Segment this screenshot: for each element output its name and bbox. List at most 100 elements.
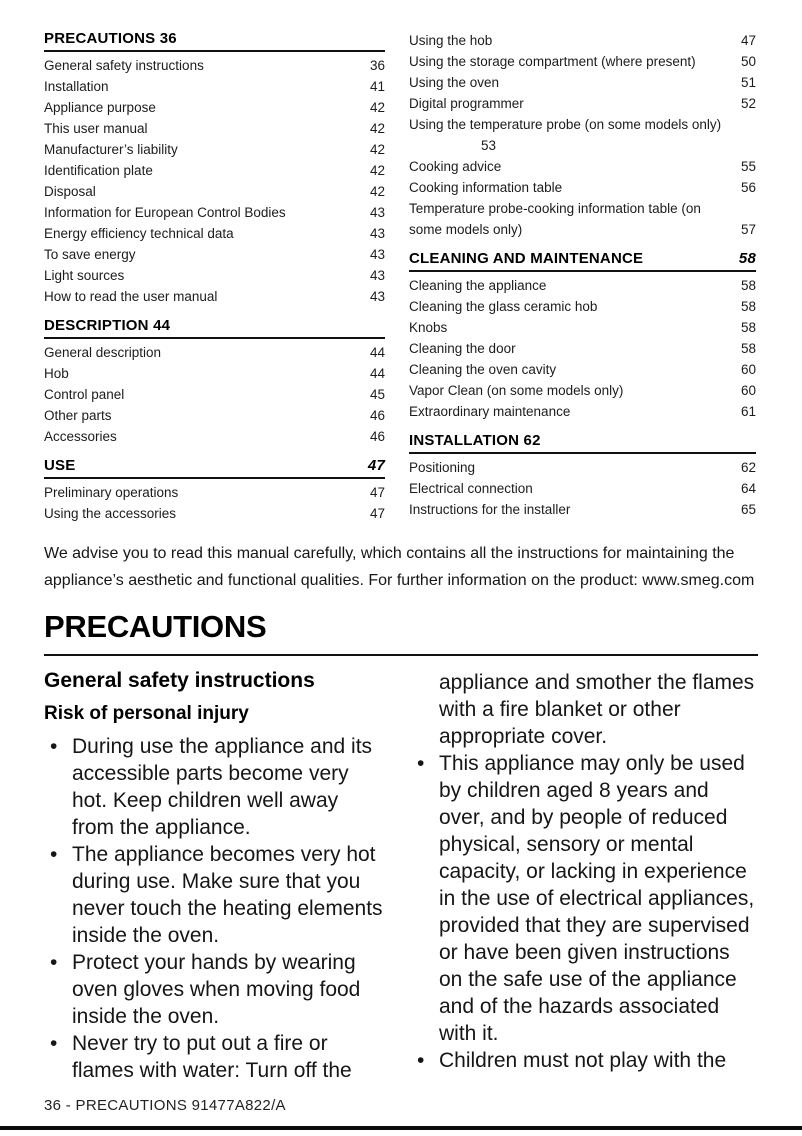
- toc-section-title: INSTALLATION 62: [409, 432, 541, 449]
- toc-entry: Temperature probe-cooking information ta…: [409, 198, 756, 240]
- toc-column-left: PRECAUTIONS 36 General safety instruction…: [44, 30, 385, 524]
- toc-entry-page: 44: [369, 345, 385, 360]
- bullet-item: • Never try to put out a fire or flames w…: [44, 1030, 385, 1084]
- toc-entry: Electrical connection 64: [409, 478, 756, 499]
- toc-section-title: PRECAUTIONS 36: [44, 30, 177, 47]
- bullet-item: • Children must not play with the: [411, 1047, 758, 1074]
- bullet-item: • The appliance becomes very hot during u…: [44, 841, 385, 949]
- bullet-text: During use the appliance and its accessi…: [72, 735, 373, 839]
- toc-entry-label: Positioning: [409, 460, 476, 475]
- toc-entry-label: Knobs: [409, 320, 448, 335]
- bullet-text: The appliance becomes very hot during us…: [72, 843, 383, 947]
- toc-entry: Knobs 58: [409, 317, 756, 338]
- bullet-item: • During use the appliance and its access…: [44, 733, 385, 841]
- toc-section-header: DESCRIPTION 44: [44, 317, 385, 339]
- toc-entry: Cleaning the glass ceramic hob 58: [409, 296, 756, 317]
- toc-entry-label: Disposal: [44, 184, 96, 199]
- toc-entry-label: Light sources: [44, 268, 125, 283]
- bullet-text: This appliance may only be used by child…: [439, 752, 755, 1045]
- toc-entry-label: General safety instructions: [44, 58, 204, 73]
- toc-entry-label: Vapor Clean (on some models only): [409, 383, 624, 398]
- toc-entry: Instructions for the installer 65: [409, 499, 756, 520]
- page-title: PRECAUTIONS: [44, 609, 758, 656]
- toc-entry: Cleaning the oven cavity 60: [409, 359, 756, 380]
- toc-entry-page: 46: [369, 408, 385, 423]
- article-column-left: General safety instructions Risk of pers…: [44, 669, 385, 1084]
- toc-entry-label: Using the oven: [409, 75, 500, 90]
- toc-entry-label: Installation: [44, 79, 109, 94]
- toc-entry-label: Manufacturer’s liability: [44, 142, 178, 157]
- toc-entry: Accessories 46: [44, 426, 385, 447]
- toc-entry: How to read the user manual 43: [44, 286, 385, 307]
- toc-entry: Manufacturer’s liability 42: [44, 139, 385, 160]
- bullet-icon: •: [417, 752, 425, 775]
- toc-entry-label: Using the hob: [409, 33, 493, 48]
- toc-entry: Using the hob 47: [409, 30, 756, 51]
- toc-entry: Positioning 62: [409, 457, 756, 478]
- toc-entry-label: Using the accessories: [44, 506, 177, 521]
- toc-entry: Using the oven 51: [409, 72, 756, 93]
- toc-entry: To save energy 43: [44, 244, 385, 265]
- toc-entry-page: 47: [369, 506, 385, 521]
- toc-entry-page: 43: [369, 247, 385, 262]
- bullet-text: Never try to put out a fire or flames wi…: [72, 1032, 352, 1082]
- toc-entry-label: Extraordinary maintenance: [409, 404, 571, 419]
- toc-entry-page: 42: [369, 100, 385, 115]
- toc-entry-page: 53: [481, 138, 497, 153]
- toc-entry-page: 42: [369, 142, 385, 157]
- page-footer: 36 - PRECAUTIONS 91477A822/A: [44, 1097, 286, 1114]
- toc-section-header: CLEANING AND MAINTENANCE 58: [409, 250, 756, 272]
- toc-entry: Appliance purpose 42: [44, 97, 385, 118]
- bullet-icon: •: [50, 735, 58, 758]
- toc-entry: Information for European Control Bodies 4…: [44, 202, 385, 223]
- toc-entry: Cleaning the appliance 58: [409, 275, 756, 296]
- toc-entry-page: 61: [740, 404, 756, 419]
- toc-entry-page: 62: [740, 460, 756, 475]
- toc-entry: Cooking information table 56: [409, 177, 756, 198]
- toc-entry-page: 42: [369, 163, 385, 178]
- toc-entry-label: Cleaning the oven cavity: [409, 362, 557, 377]
- continuation-text: appliance and smother the flames with a …: [439, 671, 755, 748]
- section-heading: General safety instructions: [44, 669, 315, 692]
- intro-paragraph: We advise you to read this manual carefu…: [44, 545, 755, 589]
- toc-entry: Preliminary operations 47: [44, 482, 385, 503]
- toc-entry-label: Identification plate: [44, 163, 153, 178]
- toc-entry-page: 43: [369, 226, 385, 241]
- bullet-icon: •: [50, 1032, 58, 1055]
- toc-entry-page: 64: [740, 481, 756, 496]
- toc-entry-page: 56: [740, 180, 756, 195]
- toc-entry: Disposal 42: [44, 181, 385, 202]
- subsection-heading: Risk of personal injury: [44, 703, 249, 724]
- toc-entry-page: 44: [369, 366, 385, 381]
- toc-entry-page: 50: [740, 54, 756, 69]
- toc-entry: This user manual 42: [44, 118, 385, 139]
- toc-entry-label: Instructions for the installer: [409, 502, 571, 517]
- toc-entry-label: Cleaning the glass ceramic hob: [409, 299, 598, 314]
- toc-entry: Vapor Clean (on some models only) 60: [409, 380, 756, 401]
- bottom-rule: [0, 1126, 802, 1130]
- toc-entry-label: Hob: [44, 366, 69, 381]
- toc-entry-label: Appliance purpose: [44, 100, 156, 115]
- toc-entry: Cleaning the door 58: [409, 338, 756, 359]
- toc-entry-page: 41: [369, 79, 385, 94]
- toc-entry-page: 60: [740, 362, 756, 377]
- bullet-icon: •: [417, 1049, 425, 1072]
- toc-entry: Control panel 45: [44, 384, 385, 405]
- toc-entry-page: 57: [740, 222, 756, 237]
- toc-entry-page: 65: [740, 502, 756, 517]
- toc-entry-page: 43: [369, 268, 385, 283]
- toc-entry-label: Cooking information table: [409, 180, 563, 195]
- toc-entry: Energy efficiency technical data 43: [44, 223, 385, 244]
- bullet-icon: •: [50, 843, 58, 866]
- toc-entry-page: 42: [369, 121, 385, 136]
- bullet-text: Protect your hands by wearing oven glove…: [72, 951, 361, 1028]
- toc-entry-label: Cleaning the appliance: [409, 278, 547, 293]
- toc-section-header: INSTALLATION 62: [409, 432, 756, 454]
- toc-entry-page: 47: [369, 485, 385, 500]
- toc-entry: Other parts 46: [44, 405, 385, 426]
- toc-entry-label: Control panel: [44, 387, 125, 402]
- toc-entry-label: Cooking advice: [409, 159, 502, 174]
- toc-entry-page: 58: [740, 278, 756, 293]
- table-of-contents: PRECAUTIONS 36 General safety instruction…: [44, 30, 758, 524]
